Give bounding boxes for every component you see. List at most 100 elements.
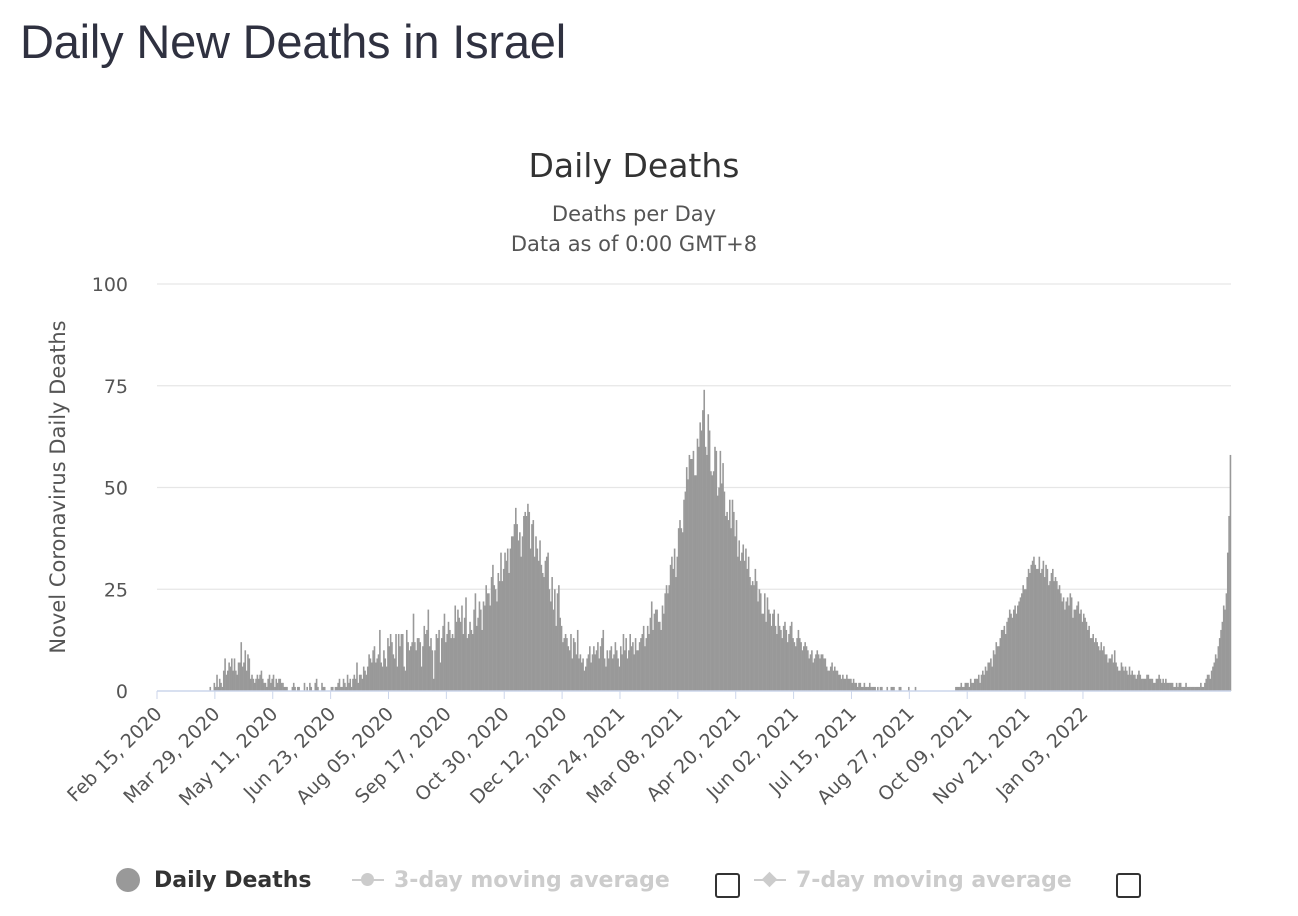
data-bar[interactable] <box>812 662 815 691</box>
data-bar[interactable] <box>1062 597 1065 691</box>
data-bar[interactable] <box>379 629 381 691</box>
data-bar[interactable] <box>594 654 597 691</box>
data-bar[interactable] <box>1039 572 1042 691</box>
data-bar[interactable] <box>535 536 537 691</box>
data-bar[interactable] <box>256 674 259 691</box>
data-bar[interactable] <box>976 678 979 691</box>
data-bar[interactable] <box>426 629 428 691</box>
data-bar[interactable] <box>1031 560 1034 691</box>
data-bar[interactable] <box>1187 686 1190 691</box>
data-bar[interactable] <box>1151 678 1154 691</box>
data-bar[interactable] <box>1121 666 1124 691</box>
data-bar[interactable] <box>672 568 675 691</box>
data-bar[interactable] <box>610 646 613 691</box>
data-bar[interactable] <box>606 650 609 691</box>
data-bar[interactable] <box>395 634 397 691</box>
data-bar[interactable] <box>303 682 306 691</box>
data-bar[interactable] <box>436 638 439 691</box>
data-bar[interactable] <box>384 658 387 691</box>
data-bar[interactable] <box>714 446 716 691</box>
data-bar[interactable] <box>1103 646 1105 691</box>
data-bar[interactable] <box>774 625 777 691</box>
data-bar[interactable] <box>1081 621 1084 691</box>
data-bar[interactable] <box>1065 601 1068 691</box>
data-bar[interactable] <box>719 450 722 691</box>
data-bar[interactable] <box>734 536 736 691</box>
data-bar[interactable] <box>650 601 653 691</box>
data-bar[interactable] <box>361 678 364 691</box>
data-bar[interactable] <box>350 686 353 691</box>
data-bar[interactable] <box>259 674 261 691</box>
data-bar[interactable] <box>645 638 648 691</box>
data-bar[interactable] <box>1097 646 1100 691</box>
data-bar[interactable] <box>755 581 758 691</box>
data-bar[interactable] <box>356 662 358 691</box>
data-bar[interactable] <box>975 678 977 691</box>
data-bar[interactable] <box>1171 682 1174 691</box>
data-bar[interactable] <box>971 682 973 691</box>
data-bar[interactable] <box>1037 568 1039 691</box>
data-bar[interactable] <box>1006 621 1008 691</box>
data-bar[interactable] <box>216 674 218 691</box>
data-bar[interactable] <box>1085 621 1088 691</box>
data-bar[interactable] <box>614 642 617 691</box>
data-bar[interactable] <box>405 629 408 691</box>
data-bar[interactable] <box>797 629 800 691</box>
data-bar[interactable] <box>817 654 820 691</box>
data-bar[interactable] <box>794 646 797 691</box>
data-bar[interactable] <box>574 642 576 691</box>
data-bar[interactable] <box>694 475 696 691</box>
data-bar[interactable] <box>715 450 718 691</box>
data-bar[interactable] <box>597 642 599 691</box>
data-bar[interactable] <box>708 430 711 691</box>
data-bar[interactable] <box>434 650 436 691</box>
data-bar[interactable] <box>528 511 531 691</box>
data-bar[interactable] <box>509 548 512 691</box>
data-bar[interactable] <box>438 629 440 691</box>
data-bar[interactable] <box>780 629 782 691</box>
data-bar[interactable] <box>449 629 451 691</box>
data-bar[interactable] <box>500 552 502 691</box>
data-bar[interactable] <box>1061 601 1064 691</box>
data-bar[interactable] <box>595 650 598 691</box>
data-bar[interactable] <box>1100 642 1103 691</box>
data-bar[interactable] <box>824 658 827 691</box>
data-bar[interactable] <box>214 686 217 691</box>
data-bar[interactable] <box>362 666 365 691</box>
data-bar[interactable] <box>1111 654 1113 691</box>
data-bar[interactable] <box>330 686 333 691</box>
data-bar[interactable] <box>669 564 672 691</box>
data-bar[interactable] <box>803 646 805 691</box>
data-bar[interactable] <box>358 674 361 691</box>
data-bar[interactable] <box>532 520 535 691</box>
data-bar[interactable] <box>827 670 829 691</box>
data-bar[interactable] <box>373 646 376 691</box>
legend-item-3-day-average[interactable]: 3-day moving average <box>352 858 670 902</box>
data-bar[interactable] <box>480 609 482 691</box>
data-bar[interactable] <box>1116 666 1119 691</box>
data-bar[interactable] <box>963 686 965 691</box>
data-bar[interactable] <box>660 629 662 691</box>
data-bar[interactable] <box>862 686 864 691</box>
legend-item-daily-deaths[interactable]: Daily Deaths <box>116 858 312 902</box>
data-bar[interactable] <box>914 686 917 691</box>
data-bar[interactable] <box>383 650 385 691</box>
data-bar[interactable] <box>629 634 631 691</box>
data-bar[interactable] <box>471 634 474 691</box>
data-bar[interactable] <box>513 524 516 691</box>
data-bar[interactable] <box>891 686 894 691</box>
data-bar[interactable] <box>292 682 295 691</box>
data-bar[interactable] <box>1127 674 1129 691</box>
data-bar[interactable] <box>1004 634 1007 691</box>
data-bar[interactable] <box>1142 678 1144 691</box>
data-bar[interactable] <box>314 682 317 691</box>
data-bar[interactable] <box>863 682 866 691</box>
data-bar[interactable] <box>1058 585 1061 691</box>
data-bar[interactable] <box>1173 686 1175 691</box>
data-bar[interactable] <box>566 638 568 691</box>
data-bar[interactable] <box>346 674 349 691</box>
data-bar[interactable] <box>1136 674 1139 691</box>
data-bar[interactable] <box>1198 686 1201 691</box>
data-bar[interactable] <box>1082 613 1085 691</box>
data-bar[interactable] <box>1092 634 1094 691</box>
